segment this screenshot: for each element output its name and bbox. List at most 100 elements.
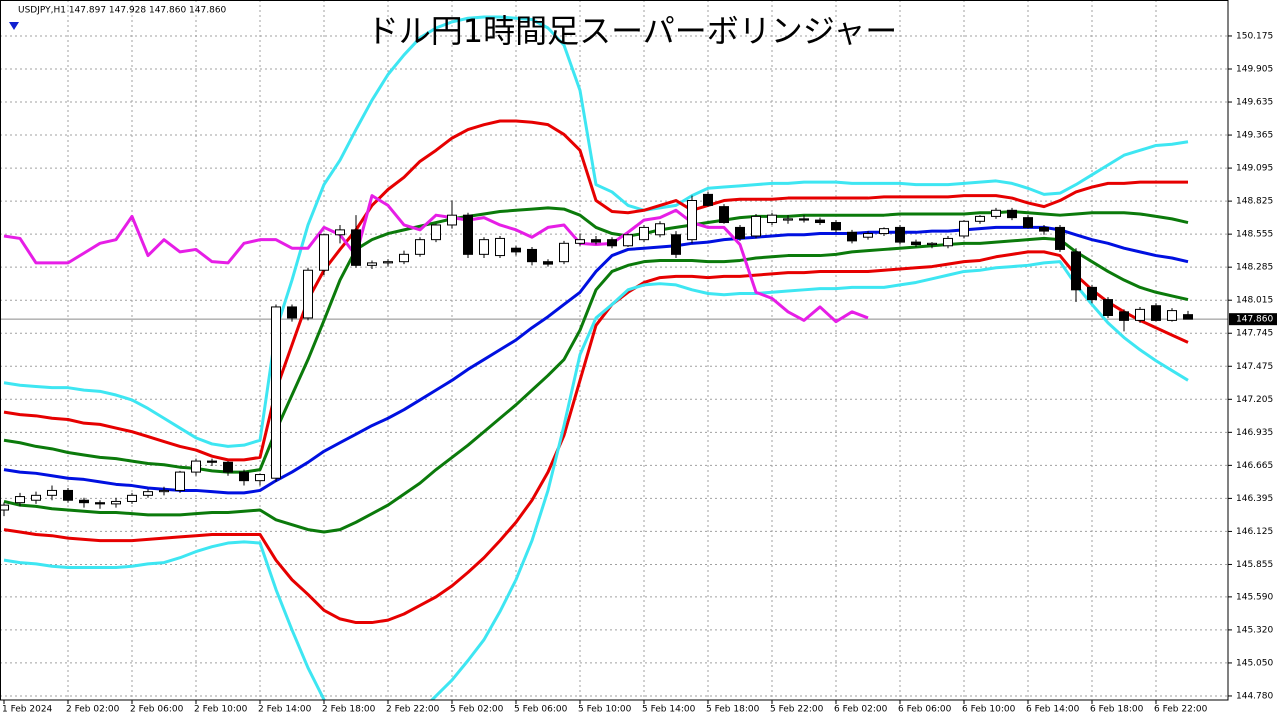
x-tick-label: 2 Feb 14:00: [258, 705, 312, 715]
candle-body: [991, 209, 1001, 217]
candle-body: [591, 239, 601, 243]
candle-body: [543, 261, 553, 265]
x-tick-label: 5 Feb 14:00: [642, 705, 696, 715]
candle-body: [447, 214, 457, 226]
candle-body: [415, 239, 425, 255]
candle-body: [191, 460, 201, 473]
x-tick-label: 5 Feb 02:00: [450, 705, 504, 715]
candle-body: [303, 269, 313, 319]
y-tick-label: 148.285: [1236, 263, 1273, 273]
candle-body: [399, 253, 409, 263]
x-tick-label: 2 Feb 06:00: [130, 705, 184, 715]
band-line: [3, 206, 1189, 474]
candle-body: [703, 193, 713, 206]
candle-body: [351, 229, 361, 266]
plot-area: [0, 15, 1228, 700]
y-tick-label: 147.475: [1236, 362, 1273, 372]
candle-body: [527, 248, 537, 263]
x-tick-label: 6 Feb 10:00: [962, 705, 1016, 715]
plot-frame: [0, 0, 1229, 701]
candle-body: [15, 496, 25, 504]
band-line: [3, 236, 1189, 534]
candle-body: [1007, 209, 1017, 219]
candle-body: [159, 489, 169, 493]
x-tick-label: 5 Feb 06:00: [514, 705, 568, 715]
y-tick-label: 146.665: [1236, 461, 1273, 471]
band-line: [3, 250, 1189, 625]
symbol-info: USDJPY,H1 147.897 147.928 147.860 147.86…: [18, 6, 227, 16]
candle-body: [911, 241, 921, 246]
candle-body: [495, 237, 505, 257]
candle-body: [47, 489, 57, 496]
candle-body: [1071, 251, 1081, 291]
last-price-label: 147.860: [1236, 315, 1273, 325]
candle-body: [879, 228, 889, 235]
candle-body: [1167, 310, 1177, 321]
band-line: [3, 15, 1189, 448]
candle-body: [783, 218, 793, 221]
x-tick-label: 6 Feb 18:00: [1090, 705, 1144, 715]
candle-body: [271, 306, 281, 479]
y-tick-label: 149.365: [1236, 131, 1273, 141]
candle-body: [847, 231, 857, 242]
x-tick-label: 6 Feb 14:00: [1026, 705, 1080, 715]
candle-body: [0, 504, 9, 511]
candle-body: [431, 224, 441, 241]
band-line: [3, 194, 869, 324]
candle-body: [1151, 305, 1161, 321]
y-tick-label: 149.635: [1236, 98, 1273, 108]
candle-body: [815, 219, 825, 224]
candle-body: [831, 222, 841, 231]
candle-body: [1055, 226, 1065, 250]
candle-body: [463, 214, 473, 255]
candle-body: [863, 233, 873, 238]
candle-body: [927, 242, 937, 246]
candle-body: [959, 220, 969, 237]
candle-body: [255, 474, 265, 482]
candle-body: [31, 494, 41, 501]
candle-body: [367, 262, 377, 266]
y-tick-label: 149.095: [1236, 164, 1273, 174]
y-tick-label: 146.395: [1236, 494, 1273, 504]
indicator-triangle: [9, 22, 19, 30]
axes: 150.175 149.905 149.635 149.365 149.095 148.8…: [2, 31, 1277, 715]
y-tick-label: 150.175: [1236, 31, 1273, 41]
candle-body: [143, 491, 153, 496]
x-tick-label: 5 Feb 10:00: [578, 705, 632, 715]
y-tick-label: 148.555: [1236, 230, 1273, 240]
candle-body: [319, 234, 329, 271]
candle-body: [287, 306, 297, 319]
x-tick-label: 2 Feb 18:00: [322, 705, 376, 715]
candle-body: [655, 223, 665, 236]
candle-body: [223, 461, 233, 473]
candle-body: [1039, 226, 1049, 232]
x-tick-label: 2 Feb 22:00: [386, 705, 440, 715]
band-line: [3, 225, 1189, 495]
candle-body: [623, 234, 633, 247]
candle-body: [175, 471, 185, 491]
band-line: [3, 260, 1189, 700]
candle-body: [1135, 308, 1145, 321]
x-tick-label: 6 Feb 02:00: [834, 705, 888, 715]
candle-body: [559, 242, 569, 263]
candle-body: [767, 214, 777, 224]
candle-body: [1103, 299, 1113, 317]
candle-body: [479, 239, 489, 255]
y-tick-label: 148.015: [1236, 296, 1273, 306]
y-tick-label: 147.205: [1236, 395, 1273, 405]
candle-body: [111, 500, 121, 505]
x-tick-label: 6 Feb 22:00: [1154, 705, 1208, 715]
y-tick-label: 145.320: [1236, 625, 1273, 635]
candle-body: [799, 218, 809, 221]
candle-body: [1023, 217, 1033, 228]
last-price-box: [1229, 313, 1277, 326]
candle-body: [63, 489, 73, 501]
candle-body: [79, 499, 89, 504]
candle-body: [207, 460, 217, 463]
candle-body: [383, 261, 393, 264]
candle-body: [1183, 314, 1193, 320]
candle-body: [575, 239, 585, 244]
y-tick-label: 148.825: [1236, 197, 1273, 207]
